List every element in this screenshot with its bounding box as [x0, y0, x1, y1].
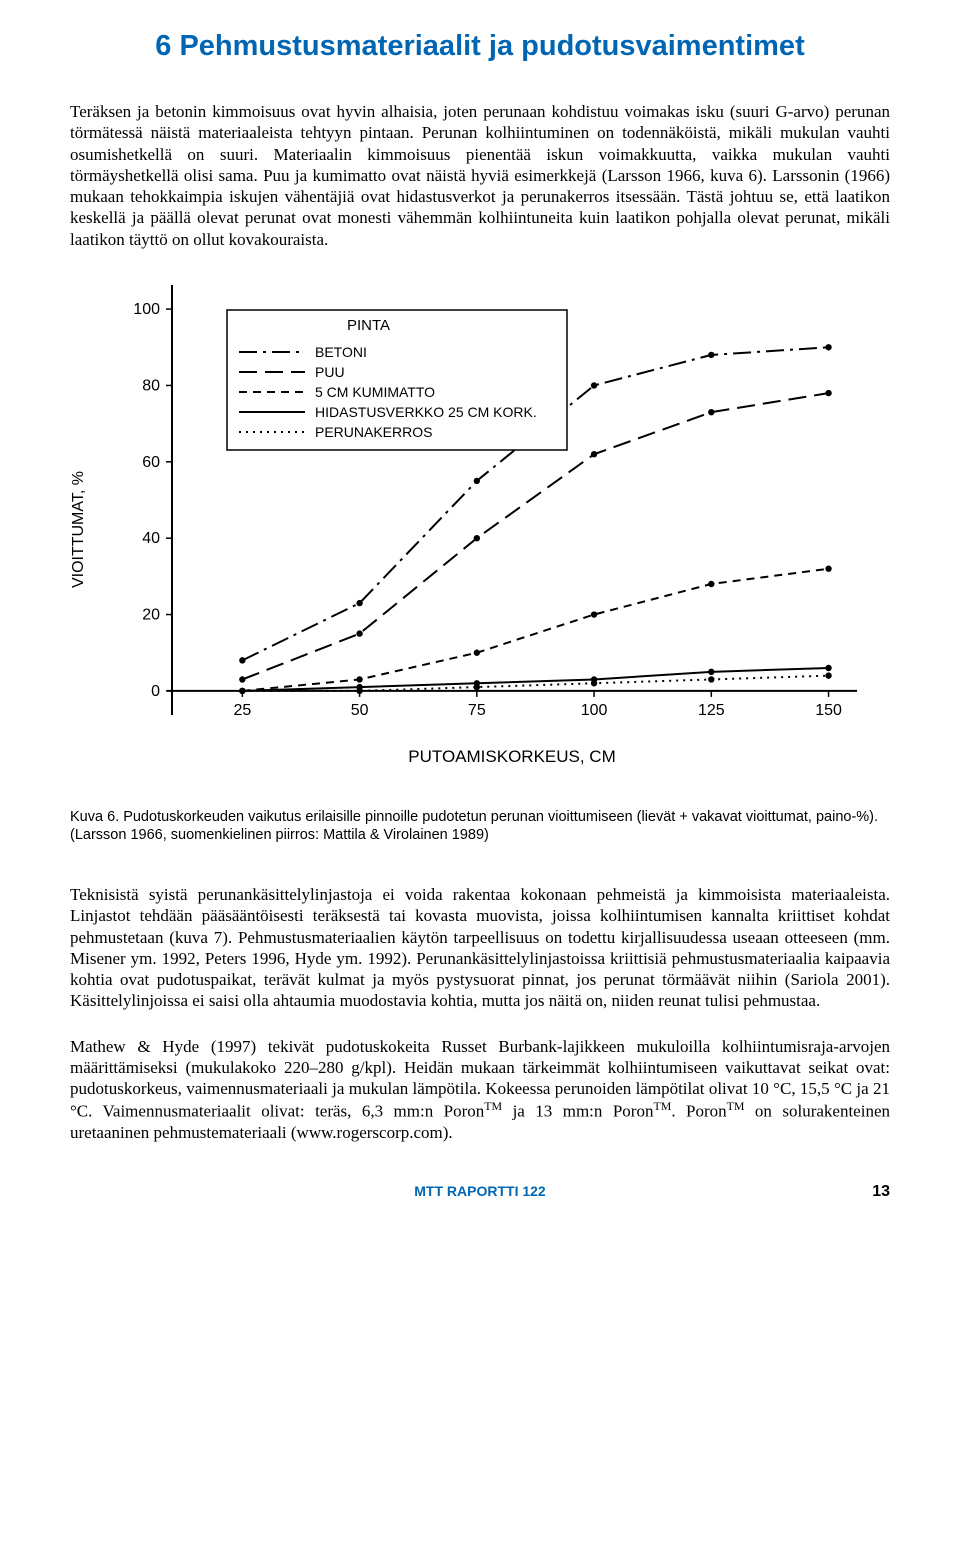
figure-caption: Kuva 6. Pudotuskorkeuden vaikutus erilai… [70, 808, 890, 844]
paragraph-3: Mathew & Hyde (1997) tekivät pudotuskoke… [70, 1036, 890, 1144]
report-title: MTT RAPORTTI 122 [414, 1183, 545, 1199]
svg-text:PUTOAMISKORKEUS, CM: PUTOAMISKORKEUS, CM [408, 747, 616, 766]
chart-y-axis-label: VIOITTUMAT, % [70, 471, 88, 588]
svg-text:25: 25 [233, 702, 251, 719]
svg-text:PUU: PUU [315, 364, 345, 380]
svg-text:100: 100 [581, 702, 608, 719]
svg-text:20: 20 [142, 606, 160, 623]
svg-text:PERUNAKERROS: PERUNAKERROS [315, 424, 432, 440]
svg-text:60: 60 [142, 454, 160, 471]
svg-text:BETONI: BETONI [315, 344, 367, 360]
damage-vs-dropheight-chart: 0 20 40 60 80 100 25 50 75 100 125 150 PUTOAMISKORKE… [94, 280, 890, 780]
svg-text:100: 100 [133, 301, 160, 318]
page-number: 13 [872, 1183, 890, 1201]
page-footer: MTT RAPORTTI 122 13 [70, 1183, 890, 1199]
svg-text:PINTA: PINTA [347, 317, 390, 334]
svg-text:50: 50 [351, 702, 369, 719]
paragraph-1: Teräksen ja betonin kimmoisuus ovat hyvi… [70, 101, 890, 250]
chart-container: VIOITTUMAT, % 0 20 40 60 80 100 25 50 75 100 125 15… [70, 280, 890, 780]
svg-text:HIDASTUSVERKKO 25 CM KORK.: HIDASTUSVERKKO 25 CM KORK. [315, 404, 537, 420]
svg-text:0: 0 [151, 683, 160, 700]
svg-text:5 CM KUMIMATTO: 5 CM KUMIMATTO [315, 384, 435, 400]
svg-text:40: 40 [142, 530, 160, 547]
svg-text:80: 80 [142, 377, 160, 394]
section-heading: 6 Pehmustusmateriaalit ja pudotusvaiment… [70, 30, 890, 63]
paragraph-2: Teknisistä syistä perunankäsittelylinjas… [70, 884, 890, 1012]
svg-text:125: 125 [698, 702, 725, 719]
svg-text:150: 150 [815, 702, 842, 719]
svg-text:75: 75 [468, 702, 486, 719]
